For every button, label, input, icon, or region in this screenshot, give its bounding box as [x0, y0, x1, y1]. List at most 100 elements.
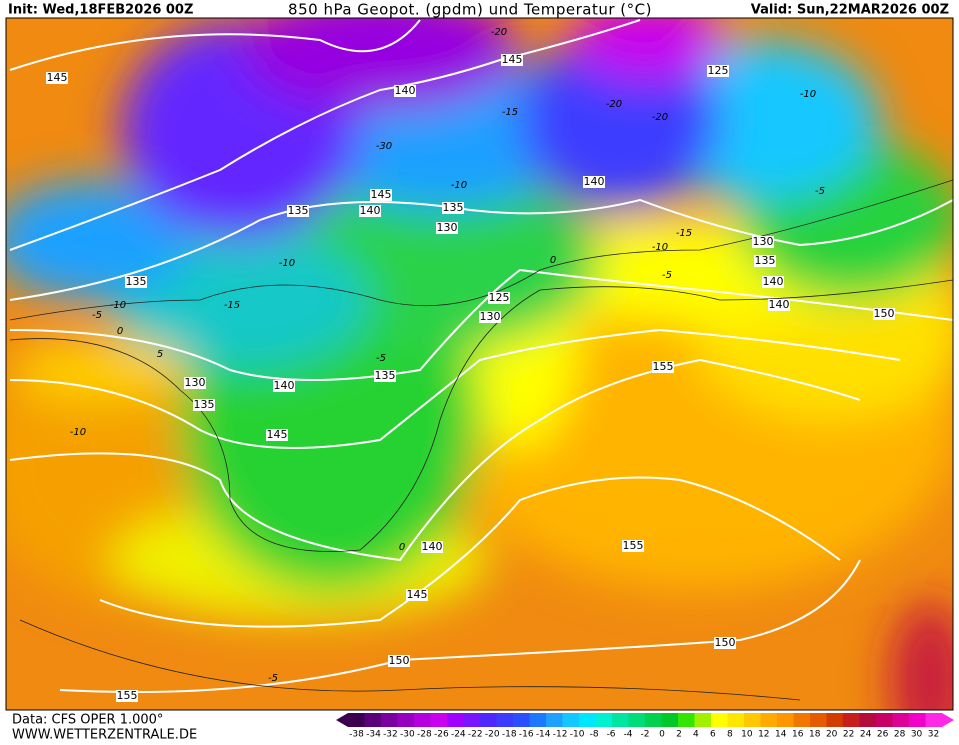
geopotential-label: 140 — [584, 175, 605, 188]
geopotential-label-box — [707, 65, 729, 77]
colorbar-end-arrow — [942, 713, 954, 727]
color-swatch — [925, 713, 943, 727]
geopotential-label: 150 — [715, 636, 736, 649]
temperature-label: 0 — [399, 542, 405, 553]
geopotential-label-box — [46, 72, 68, 84]
geopotential-label: 130 — [480, 310, 501, 323]
color-swatch — [826, 713, 844, 727]
init-time: Init: Wed,18FEB2026 00Z — [8, 3, 193, 18]
geopotential-label-box — [394, 85, 416, 97]
geopotential-label: 140 — [274, 379, 295, 392]
colorbar-label: 4 — [693, 730, 699, 740]
colorbar-label: -6 — [607, 730, 616, 740]
geopotential-label: 135 — [288, 204, 309, 217]
color-swatch — [529, 713, 547, 727]
colorbar-label: -12 — [553, 730, 568, 740]
temperature-label: 0 — [550, 255, 556, 266]
colorbar-label: -10 — [570, 730, 585, 740]
geopotential-label: 130 — [753, 235, 774, 248]
geopotential-label: 140 — [422, 540, 443, 553]
colorbar-label: 14 — [775, 730, 787, 740]
geopotential-label-box — [488, 292, 510, 304]
temperature-label: 5 — [157, 349, 163, 360]
temperature-label: -10 — [279, 258, 295, 269]
geopotential-label: 145 — [371, 188, 392, 201]
geopotential-label-box — [479, 311, 501, 323]
color-swatch — [496, 713, 514, 727]
color-swatch — [727, 713, 745, 727]
color-swatch — [859, 713, 877, 727]
geopotential-label-box — [442, 202, 464, 214]
color-swatch — [793, 713, 811, 727]
colorbar: -38 -34 -32 -30 -28 -26 -24 -22 -20 -18 -16 -14 -12-… — [336, 713, 954, 740]
colorbar-label: -2 — [641, 730, 650, 740]
color-swatch — [381, 713, 398, 727]
color-swatch — [645, 713, 662, 727]
geopotential-label: 155 — [653, 360, 674, 373]
geopotential-label-box — [359, 205, 381, 217]
geopotential-label-box — [754, 255, 776, 267]
color-swatch — [364, 713, 382, 727]
color-swatch — [810, 713, 827, 727]
temperature-label: -10 — [110, 300, 126, 311]
color-swatch — [546, 713, 563, 727]
colorbar-label: -22 — [468, 730, 483, 740]
temperature-label: -30 — [376, 141, 392, 152]
geopotential-label: 135 — [755, 254, 776, 267]
geopotential-label-box — [116, 690, 138, 702]
colorbar-label: -20 — [485, 730, 500, 740]
geopotential-label-box — [125, 276, 147, 288]
color-swatch — [397, 713, 415, 727]
data-source: Data: CFS OPER 1.000° — [12, 713, 163, 728]
colorbar-label: 28 — [894, 730, 906, 740]
temperature-label: -15 — [224, 300, 240, 311]
geopotential-label: 145 — [502, 53, 523, 66]
temperature-label: -10 — [652, 242, 668, 253]
color-swatch — [562, 713, 580, 727]
color-swatch — [892, 713, 910, 727]
geopotential-label: 135 — [375, 369, 396, 382]
geopotential-label: 135 — [194, 398, 215, 411]
color-swatch — [843, 713, 860, 727]
temperature-label: 0 — [117, 326, 123, 337]
geopotential-label: 140 — [763, 275, 784, 288]
geopotential-label-box — [287, 205, 309, 217]
geopotential-label-box — [374, 370, 396, 382]
color-swatch — [777, 713, 794, 727]
geopotential-label: 125 — [708, 64, 729, 77]
colorbar-label: 10 — [741, 730, 753, 740]
geopotential-label: 130 — [437, 221, 458, 234]
geopotential-label-box — [873, 308, 895, 320]
map-title: 850 hPa Geopot. (gpdm) und Temperatur (°… — [288, 1, 652, 19]
color-swatch — [348, 713, 365, 727]
map-labels: 145 145 125 140 140 145 140 135 135 130 130 135 140 1… — [46, 27, 895, 702]
colorbar-label: -28 — [417, 730, 432, 740]
colorbar-start-arrow — [336, 713, 348, 727]
colorbar-label: 12 — [758, 730, 769, 740]
color-swatch — [480, 713, 497, 727]
geopotential-label: 145 — [47, 71, 68, 84]
color-swatch — [876, 713, 893, 727]
color-swatch — [414, 713, 431, 727]
geopotential-label-box — [583, 176, 605, 188]
geopotential-label-box — [266, 429, 288, 441]
colorbar-label: -32 — [383, 730, 398, 740]
geopotential-label-box — [501, 54, 523, 66]
geopotential-label: 145 — [407, 588, 428, 601]
temperature-label: -10 — [800, 89, 816, 100]
geopotential-label: 125 — [489, 291, 510, 304]
colorbar-label: 22 — [843, 730, 854, 740]
color-swatch — [661, 713, 679, 727]
geopotential-label-box — [752, 236, 774, 248]
geopotential-label: 145 — [267, 428, 288, 441]
geopotential-label: 150 — [389, 654, 410, 667]
geopotential-label-box — [436, 222, 458, 234]
valid-time: Valid: Sun,22MAR2026 00Z — [751, 3, 949, 18]
color-swatch — [595, 713, 613, 727]
colorbar-label: 32 — [928, 730, 939, 740]
color-swatch — [612, 713, 629, 727]
colorbar-label: 30 — [911, 730, 923, 740]
geopotential-label-box — [652, 361, 674, 373]
colorbar-label: 2 — [676, 730, 682, 740]
